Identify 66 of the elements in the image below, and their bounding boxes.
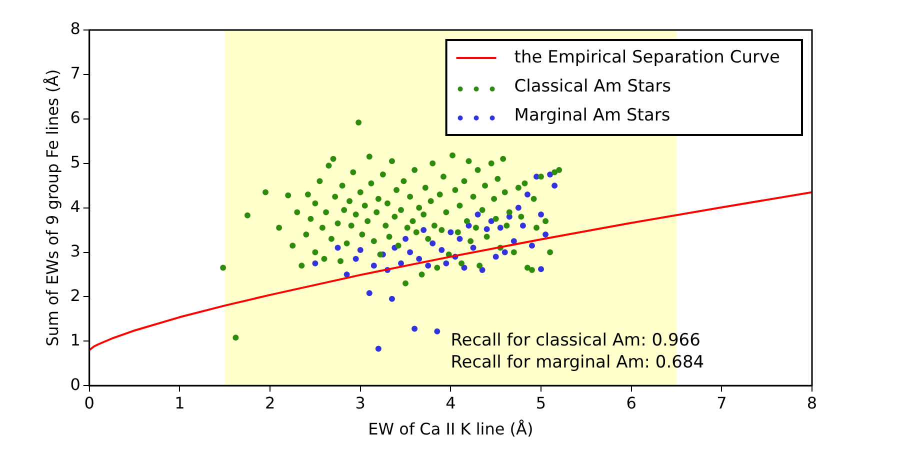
point [552, 182, 558, 189]
point [412, 326, 418, 332]
point [448, 229, 454, 236]
y-tick-label: 1 [70, 330, 80, 350]
point [488, 218, 494, 224]
x-tick-label: 5 [536, 393, 546, 412]
x-tick-label: 2 [264, 393, 276, 412]
point [474, 211, 481, 218]
point [538, 211, 544, 218]
point [375, 346, 382, 352]
point [515, 204, 522, 211]
point [484, 226, 490, 232]
point [352, 256, 359, 262]
legend-label: Classical Am Stars [514, 76, 672, 96]
point [402, 236, 409, 242]
point [344, 271, 350, 278]
point [497, 224, 504, 231]
point [528, 242, 535, 249]
x-axis-title: EW of Ca II K line (Å) [368, 420, 534, 439]
legend-label: Marginal Am Stars [514, 105, 670, 126]
y-tick-label: 7 [70, 64, 80, 83]
y-tick-label: 4 [70, 196, 80, 216]
point [430, 240, 436, 246]
y-axis-title: Sum of EWs of 9 group Fe lines (Å) [42, 69, 62, 346]
point [443, 260, 450, 266]
point [479, 267, 486, 274]
y-tick-label: 0 [70, 374, 80, 394]
point [407, 249, 414, 256]
x-tick-label: 8 [806, 393, 818, 412]
point [366, 290, 372, 296]
point [502, 249, 508, 256]
legend-label: the Empirical Separation Curve [514, 47, 780, 68]
y-tick-label: 8 [70, 19, 80, 38]
point [520, 222, 526, 229]
point [524, 191, 530, 198]
point [434, 328, 440, 334]
point [438, 247, 445, 254]
point [416, 256, 422, 262]
y-tick-label: 5 [70, 152, 80, 172]
point [357, 247, 364, 254]
annotation: Recall for classical Am: 0.966 [450, 330, 700, 351]
point [461, 264, 468, 271]
point [547, 171, 554, 178]
x-tick-label: 1 [174, 393, 185, 412]
point [370, 262, 377, 269]
x-tick-label: 7 [716, 393, 727, 412]
point [456, 236, 463, 242]
point [388, 296, 395, 302]
x-tick-label: 0 [84, 393, 94, 412]
point [492, 254, 499, 260]
y-tick-label: 6 [70, 108, 80, 128]
point [538, 266, 544, 272]
point [398, 260, 404, 266]
y-tick-label: 2 [70, 286, 80, 305]
annotation: Recall for marginal Am: 0.684 [450, 352, 704, 373]
point [542, 231, 549, 238]
point [510, 238, 517, 244]
x-tick-label: 3 [355, 393, 366, 412]
x-tick-label: 4 [446, 393, 456, 412]
point [312, 260, 318, 266]
point [425, 262, 432, 269]
point [334, 244, 341, 251]
point [470, 244, 476, 251]
x-tick-label: 6 [626, 393, 636, 412]
point [420, 227, 427, 234]
y-tick-label: 3 [70, 241, 80, 260]
